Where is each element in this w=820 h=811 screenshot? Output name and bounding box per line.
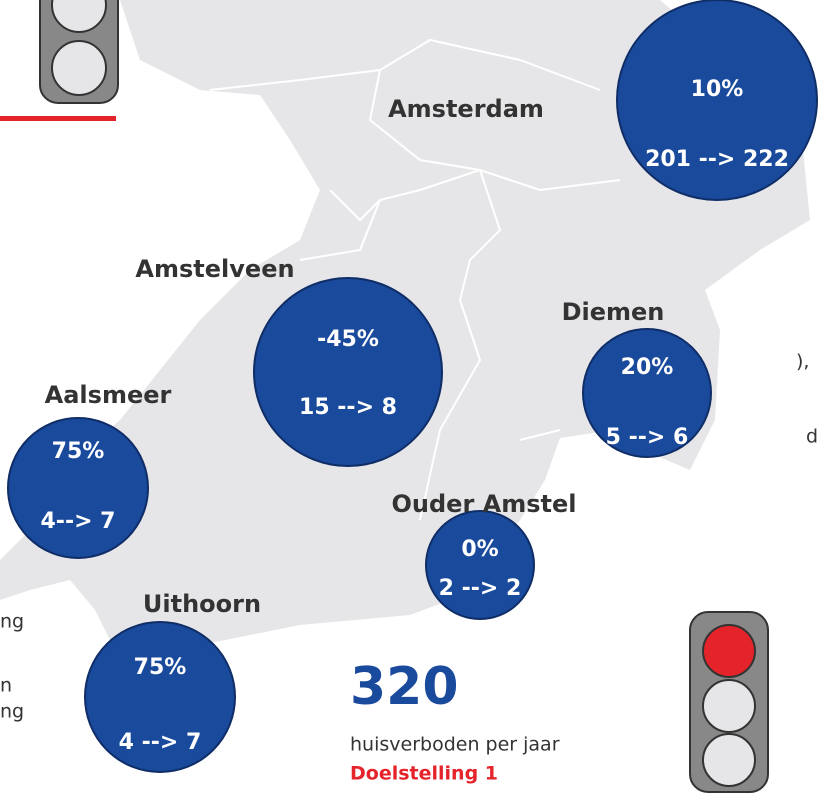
region-percent: -45% bbox=[317, 327, 379, 352]
fragment: ), bbox=[796, 351, 809, 373]
region-percent: 10% bbox=[691, 77, 744, 102]
region-bubble bbox=[616, 0, 818, 201]
region-change: 4 --> 7 bbox=[119, 730, 202, 755]
region-change: 2 --> 2 bbox=[439, 576, 522, 601]
fragment: ng bbox=[0, 611, 24, 633]
region-name: Amstelveen bbox=[135, 255, 294, 283]
region-percent: 75% bbox=[134, 655, 187, 680]
total-number: 320 bbox=[350, 657, 459, 717]
region-name: Ouder Amstel bbox=[392, 490, 577, 518]
region-name: Amsterdam bbox=[388, 95, 544, 123]
region-change: 5 --> 6 bbox=[606, 425, 689, 450]
region-percent: 75% bbox=[52, 439, 105, 464]
traffic-light-top bbox=[39, 0, 119, 104]
fragment: d. bbox=[806, 426, 820, 448]
region-percent: 0% bbox=[461, 537, 498, 562]
region-change: 201 --> 222 bbox=[645, 147, 789, 172]
region-percent: 20% bbox=[621, 355, 674, 380]
region-name: Diemen bbox=[562, 298, 665, 326]
fragment: ng bbox=[0, 701, 24, 723]
region-change: 4--> 7 bbox=[41, 509, 116, 534]
fragment: n bbox=[0, 675, 12, 697]
region-bubble bbox=[253, 277, 443, 467]
total-label: huisverboden per jaar bbox=[350, 734, 560, 756]
traffic-light-bottom bbox=[689, 611, 769, 793]
region-change: 15 --> 8 bbox=[299, 395, 397, 420]
borders bbox=[209, 38, 621, 521]
region-bubble bbox=[425, 510, 535, 620]
region-bubble bbox=[582, 328, 712, 458]
goal: Doelstelling 1 bbox=[350, 763, 498, 785]
region-name: Uithoorn bbox=[143, 590, 261, 618]
bubbles: Amsterdam 10% 201 --> 222 Amstelveen -45% 15 … bbox=[7, 0, 818, 773]
region-bubble bbox=[84, 621, 236, 773]
red-rule bbox=[0, 116, 116, 121]
region-bubble bbox=[7, 417, 149, 559]
region-name: Aalsmeer bbox=[45, 381, 172, 409]
